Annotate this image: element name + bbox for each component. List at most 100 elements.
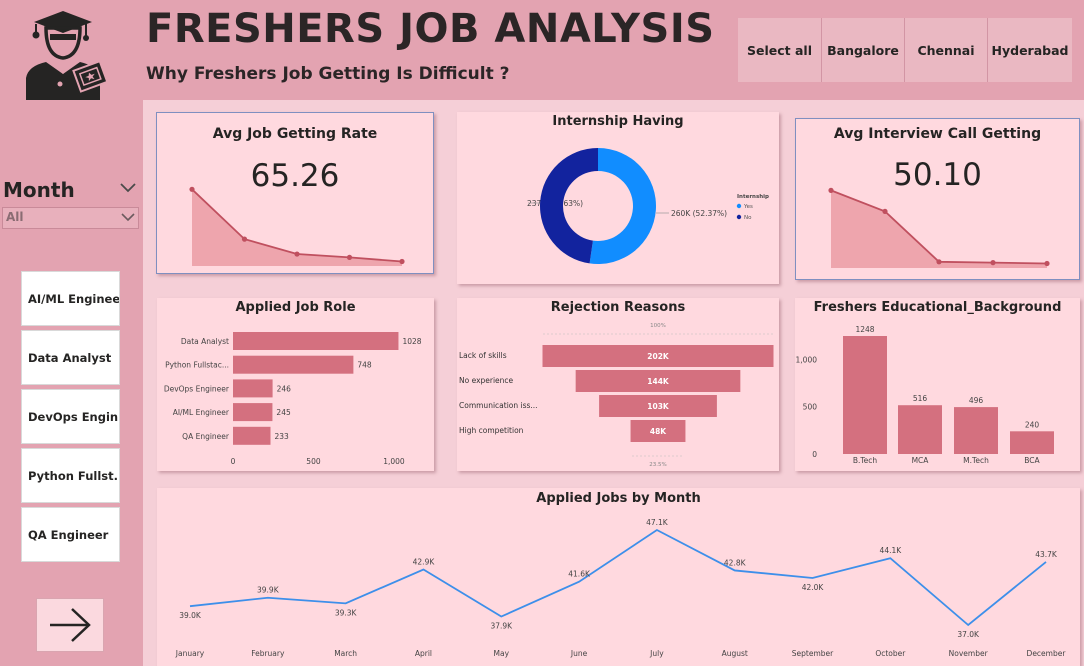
city-hyderabad-button[interactable]: Hyderabad	[987, 18, 1072, 82]
job-rate-spark-point	[346, 254, 353, 260]
internship-donut-chart: 237K (47.63%) 260K (52.37%) Internship Y…	[527, 148, 769, 264]
monthly-x-label: September	[792, 649, 834, 658]
interview-spark-area	[831, 190, 1047, 268]
role-bar	[233, 379, 273, 398]
edu-bar	[898, 405, 942, 454]
legend-no-swatch	[736, 214, 742, 220]
next-page-button[interactable]	[36, 598, 104, 652]
funnel-bar	[575, 370, 741, 392]
edu-x-label: B.Tech	[853, 456, 878, 465]
monthly-point-label: 39.0K	[179, 611, 202, 620]
role-bar-value: 245	[276, 408, 291, 417]
interview-spark-point	[1044, 260, 1050, 267]
role-python-fullstack-button[interactable]: Python Fullst...	[21, 448, 120, 503]
monthly-title: Applied Jobs by Month	[536, 491, 701, 506]
interview-spark-point	[990, 260, 996, 266]
edu-y-tick: 1,000	[796, 355, 818, 364]
monthly-point-label: 43.7K	[1035, 550, 1058, 559]
monthly-point-label: 41.6K	[568, 570, 591, 579]
education-title: Freshers Educational_Background	[813, 300, 1062, 315]
rejection-card: Rejection Reasons 100% 23.5% Lack of ski…	[457, 298, 779, 471]
funnel-category-label: No experience	[459, 376, 514, 385]
edu-y-tick: 500	[803, 403, 818, 412]
funnel-bottom-label: 23.5%	[649, 462, 666, 468]
city-chennai-button[interactable]: Chennai	[904, 18, 987, 82]
month-dropdown-value: All	[6, 210, 24, 224]
chevron-down-icon	[121, 211, 135, 223]
applied-role-card: Applied Job Role Data Analyst 1028 Python …	[157, 298, 434, 471]
funnel-bar-value: 144K	[647, 377, 670, 386]
rejection-title: Rejection Reasons	[550, 300, 686, 315]
funnel-category-label: Lack of skills	[459, 351, 507, 360]
edu-x-label: M.Tech	[963, 456, 989, 465]
interview-spark-point	[828, 187, 834, 193]
legend-no-label: No	[744, 215, 752, 221]
monthly-point-label: 37.9K	[490, 622, 513, 631]
monthly-x-label: April	[415, 649, 432, 658]
role-bar-value: 1028	[402, 337, 421, 346]
funnel-bar-value: 48K	[650, 427, 667, 436]
edu-bar-value: 240	[1025, 420, 1040, 429]
funnel-category-label: Communication iss...	[459, 401, 538, 410]
job-rate-spark-point	[399, 258, 405, 265]
monthly-x-label: December	[1027, 649, 1067, 658]
job-rate-sparkline	[189, 186, 405, 266]
role-ai-ml-button[interactable]: AI/ML Engineer	[21, 271, 120, 326]
role-x-tick: 1,000	[383, 457, 405, 466]
monthly-x-label: January	[175, 649, 205, 658]
role-x-tick: 0	[231, 457, 236, 466]
role-axis-label: Python Fullstac...	[165, 361, 229, 370]
edu-bar-value: 1248	[855, 325, 874, 334]
edu-y-tick: 0	[812, 450, 817, 459]
monthly-x-label: November	[949, 649, 989, 658]
monthly-point-label: 42.0K	[802, 583, 825, 592]
monthly-point-label: 47.1K	[646, 518, 669, 527]
interview-spark-point	[882, 208, 888, 214]
role-axis-label: Data Analyst	[181, 337, 229, 346]
kpi-interview-value: 50.10	[893, 157, 982, 193]
edu-x-label: MCA	[912, 456, 930, 465]
chevron-down-icon[interactable]	[119, 179, 137, 193]
graduate-logo-icon	[20, 8, 109, 100]
funnel-bar-value: 202K	[647, 352, 670, 361]
funnel-bar	[630, 420, 686, 442]
role-bar-value: 246	[277, 384, 292, 393]
role-devops-button[interactable]: DevOps Engin...	[21, 389, 120, 444]
education-card: Freshers Educational_Background 0 500 1,00…	[795, 298, 1080, 471]
page-subtitle: Why Freshers Job Getting Is Difficult ?	[146, 64, 510, 84]
role-axis-label: QA Engineer	[182, 432, 230, 441]
monthly-point-label: 44.1K	[880, 546, 903, 555]
month-dropdown[interactable]: All	[2, 207, 139, 229]
edu-bar	[954, 407, 998, 454]
applied-role-bar-chart: Data Analyst 1028 Python Fullstac... 748 Dev…	[164, 332, 422, 466]
role-axis-label: DevOps Engineer	[164, 384, 230, 393]
role-bar	[233, 403, 273, 422]
internship-legend-title: Internship	[737, 194, 769, 200]
city-bangalore-button[interactable]: Bangalore	[821, 18, 904, 82]
role-bar-value: 233	[275, 432, 290, 441]
funnel-bar	[599, 395, 717, 417]
monthly-x-label: June	[570, 649, 588, 658]
monthly-x-label: July	[649, 649, 664, 658]
donut-slice-yes	[589, 148, 656, 264]
rejection-funnel-chart: 100% 23.5% Lack of skills 202K No experien…	[459, 323, 774, 468]
monthly-point-label: 39.9K	[257, 586, 280, 595]
edu-x-label: BCA	[1024, 456, 1040, 465]
role-bar	[233, 332, 399, 350]
city-select-all-button[interactable]: Select all	[747, 42, 812, 58]
role-data-analyst-button[interactable]: Data Analyst	[21, 330, 120, 385]
monthly-point-label: 42.9K	[413, 558, 436, 567]
role-bar	[233, 355, 354, 374]
monthly-card: Applied Jobs by Month 39.0K January 39.9K F…	[157, 488, 1080, 666]
kpi-job-rate-card: Avg Job Getting Rate 65.26	[156, 112, 434, 274]
monthly-line-chart: 39.0K January 39.9K February 39.3K March 42.9K…	[175, 518, 1067, 658]
job-rate-spark-point	[241, 236, 248, 242]
interview-spark-point	[936, 259, 942, 265]
monthly-x-label: March	[334, 649, 357, 658]
legend-yes-swatch	[736, 203, 742, 209]
role-qa-engineer-button[interactable]: QA Engineer	[21, 507, 120, 562]
kpi-job-rate-title: Avg Job Getting Rate	[212, 126, 378, 142]
month-slicer-label: Month	[3, 178, 75, 202]
monthly-series-line	[189, 528, 1047, 627]
page-title: FRESHERS JOB ANALYSIS	[146, 6, 715, 52]
